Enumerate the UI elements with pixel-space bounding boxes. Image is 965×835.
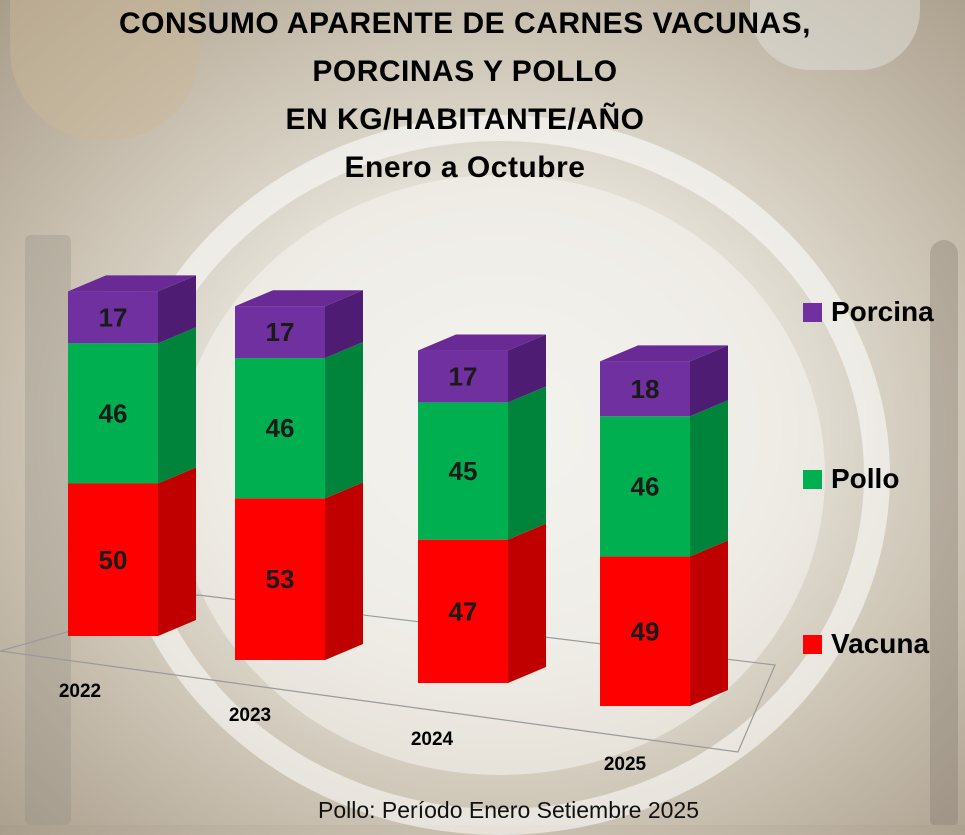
bar-side-porcina-2022 [158,275,196,344]
bar-top-2023 [235,290,363,307]
water-glass-image [750,0,920,70]
bar-vacuna-2023 [235,498,325,660]
legend-item-vacuna: Vacuna [803,628,929,660]
legend-item-porcina: Porcina [803,296,934,328]
bar-side-pollo-2022 [158,327,196,484]
category-label-2024: 2024 [411,729,454,750]
bar-side-porcina-2025 [690,345,728,417]
bar-pollo-2022 [68,343,158,484]
bar-side-vacuna-2022 [158,467,196,636]
title-line-2: PORCINAS Y POLLO [312,55,618,88]
title-line-4: Enero a Octubre [344,151,586,184]
data-label-porcina-2025: 18 [631,374,660,404]
bar-side-vacuna-2023 [325,482,363,660]
bar-top-2022 [68,275,196,292]
chart-title: CONSUMO APARENTE DE CARNES VACUNAS, PORC… [0,0,930,192]
bar-pollo-2024 [418,402,508,540]
data-label-pollo-2022: 46 [99,398,128,428]
bar-top-2024 [418,334,546,351]
fork-image [25,235,71,825]
bread-basket-image [10,0,200,140]
bar-porcina-2022 [68,291,158,344]
data-label-porcina-2022: 17 [99,302,128,332]
bar-vacuna-2025 [600,556,690,706]
bar-vacuna-2022 [68,483,158,636]
data-label-vacuna-2022: 50 [99,545,128,575]
bar-side-porcina-2024 [508,334,546,403]
data-label-pollo-2023: 46 [266,413,295,443]
bar-side-pollo-2025 [690,400,728,557]
bar-pollo-2025 [600,416,690,557]
bar-porcina-2023 [235,306,325,359]
data-label-vacuna-2024: 47 [449,596,478,626]
bar-top-2025 [600,345,728,362]
data-label-vacuna-2025: 49 [631,616,660,646]
legend-label-porcina: Porcina [831,296,934,327]
title-line-1: CONSUMO APARENTE DE CARNES VACUNAS, [119,7,811,40]
data-label-pollo-2024: 45 [449,456,478,486]
bar-side-vacuna-2025 [690,540,728,706]
bar-side-pollo-2024 [508,386,546,540]
footnote: Pollo: Período Enero Setiembre 2025 [318,797,700,823]
bar-pollo-2023 [235,358,325,499]
legend-swatch-pollo [803,469,822,489]
bar-side-vacuna-2024 [508,523,546,683]
category-label-2023: 2023 [229,705,271,726]
bar-vacuna-2024 [418,539,508,683]
category-label-2025: 2025 [604,754,647,775]
bar-porcina-2024 [418,350,508,403]
bar-side-porcina-2023 [325,290,363,359]
category-label-2022: 2022 [59,681,101,702]
legend-swatch-vacuna [803,634,822,654]
title-line-3: EN KG/HABITANTE/AÑO [285,103,645,136]
data-label-porcina-2023: 17 [266,317,295,347]
bar-side-pollo-2023 [325,342,363,499]
bar-porcina-2025 [600,361,690,417]
data-label-porcina-2024: 17 [449,361,478,391]
legend-label-pollo: Pollo [831,463,900,494]
knife-image [930,240,958,825]
legend-swatch-porcina [803,302,822,322]
legend-item-pollo: Pollo [803,463,899,495]
data-label-pollo-2025: 46 [631,471,660,501]
data-label-vacuna-2023: 53 [266,564,295,594]
legend-label-vacuna: Vacuna [831,628,930,659]
